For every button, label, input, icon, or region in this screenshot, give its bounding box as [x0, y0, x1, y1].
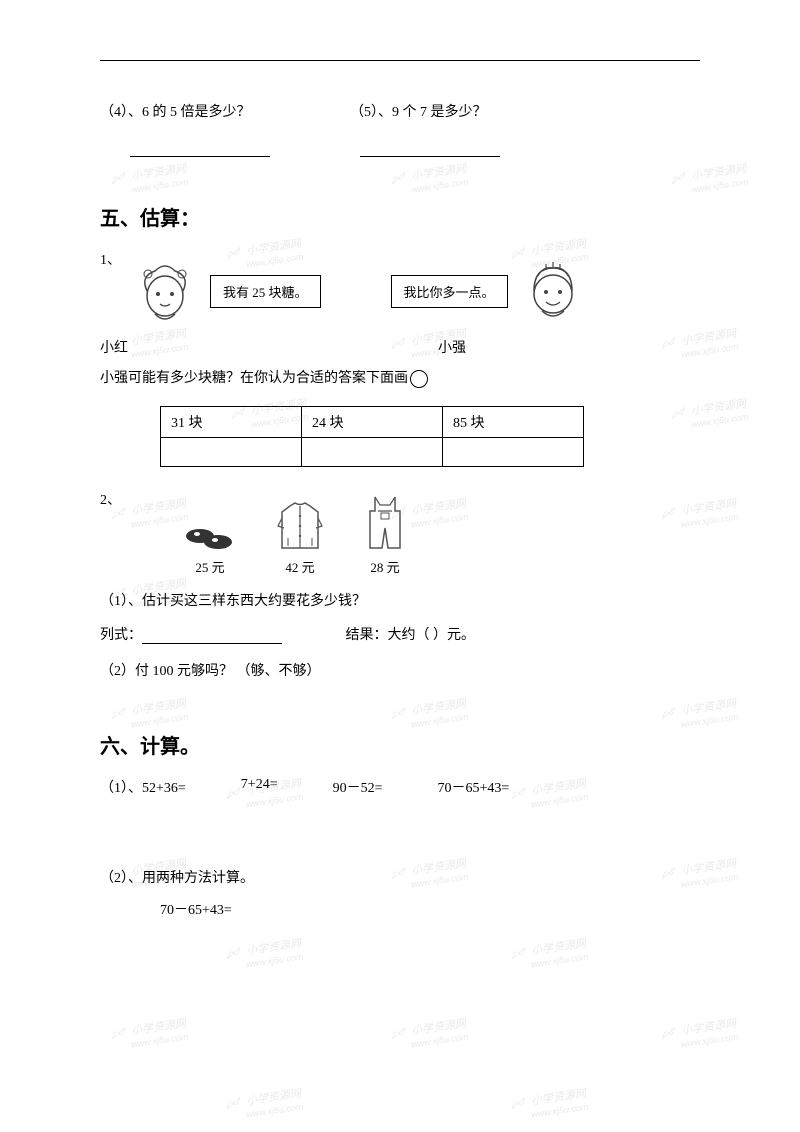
- q2-sub2: （2）付 100 元够吗？ （够、不够）: [100, 660, 700, 680]
- jacket-icon: [270, 498, 330, 553]
- question-row-4-5: （4）、6 的 5 倍是多少？ （5）、9 个 7 是多少？: [100, 101, 700, 121]
- q2-label: 2、: [100, 489, 121, 509]
- q1-dialogue: 我有 25 块糖。 我比你多一点。: [100, 251, 700, 331]
- question-5: （5）、9 个 7 是多少？: [350, 101, 487, 121]
- item-jacket: 42 元: [270, 498, 330, 576]
- q2-formula-row: 列式： 结果：大约（ ）元。: [100, 624, 700, 644]
- q2-sub1: （1）、估计买这三样东西大约要花多少钱？: [100, 590, 700, 610]
- overalls-icon: [360, 493, 410, 553]
- answer-table: 31 块 24 块 85 块: [160, 406, 584, 467]
- watermark: 小学资源网www.xj5u.com: [388, 1015, 469, 1054]
- answer-cell[interactable]: [443, 437, 584, 466]
- jacket-price: 42 元: [285, 560, 314, 575]
- calc-3: 90－52=: [333, 777, 383, 797]
- watermark: 小学资源网www.xj5u.com: [223, 1085, 304, 1124]
- overalls-price: 28 元: [370, 560, 399, 575]
- watermark: 小学资源网www.xj5u.com: [658, 1015, 739, 1054]
- question-4: （4）、6 的 5 倍是多少？: [100, 101, 350, 121]
- blank-5[interactable]: [350, 141, 500, 157]
- calc-2: 7+24=: [241, 777, 278, 797]
- blank-row: [100, 141, 700, 157]
- answer-cell[interactable]: [161, 437, 302, 466]
- names-row: 小红 小强: [100, 337, 700, 357]
- girl-name: 小红: [100, 337, 128, 357]
- watermark: 小学资源网www.xj5u.com: [108, 1015, 189, 1054]
- formula-blank[interactable]: [142, 629, 282, 644]
- boy-icon: [518, 256, 588, 326]
- page-content: （4）、6 的 5 倍是多少？ （5）、9 个 7 是多少？ 五、估算： 1、 …: [0, 0, 800, 959]
- items-row: 25 元 42 元 28 元: [180, 493, 700, 576]
- item-overalls: 28 元: [360, 493, 410, 576]
- option-cell: 85 块: [443, 406, 584, 437]
- watermark: 小学资源网www.xj5u.com: [508, 1085, 589, 1124]
- q1-question-text: 小强可能有多少块糖？在你认为合适的答案下面画: [100, 371, 408, 386]
- shoes-icon: [180, 508, 240, 553]
- q6-2-expr: 70－65+43=: [160, 899, 700, 919]
- item-shoes: 25 元: [180, 508, 240, 576]
- boy-speech-box: 我比你多一点。: [391, 275, 508, 308]
- circle-icon: [410, 370, 428, 388]
- formula-label: 列式：: [100, 628, 142, 643]
- girl-icon: [130, 256, 200, 326]
- answer-cell[interactable]: [302, 437, 443, 466]
- table-row: 31 块 24 块 85 块: [161, 406, 584, 437]
- q1-question: 小强可能有多少块糖？在你认为合适的答案下面画: [100, 367, 700, 388]
- result-label: 结果：大约（ ）元。: [346, 628, 476, 643]
- boy-name: 小强: [438, 337, 466, 357]
- table-row[interactable]: [161, 437, 584, 466]
- blank-4[interactable]: [100, 141, 350, 157]
- option-cell: 31 块: [161, 406, 302, 437]
- option-cell: 24 块: [302, 406, 443, 437]
- section-6-title: 六、计算。: [100, 730, 700, 759]
- q6-2-label: （2）、用两种方法计算。: [100, 867, 700, 887]
- shoes-price: 25 元: [195, 560, 224, 575]
- calc-4: 70－65+43=: [438, 777, 510, 797]
- top-rule: [100, 60, 700, 61]
- girl-speech-box: 我有 25 块糖。: [210, 275, 321, 308]
- calc-row: （1）、52+36= 7+24= 90－52= 70－65+43=: [100, 777, 700, 797]
- section-5-title: 五、估算：: [100, 202, 700, 231]
- q1-label: （1）、52+36=: [100, 777, 186, 797]
